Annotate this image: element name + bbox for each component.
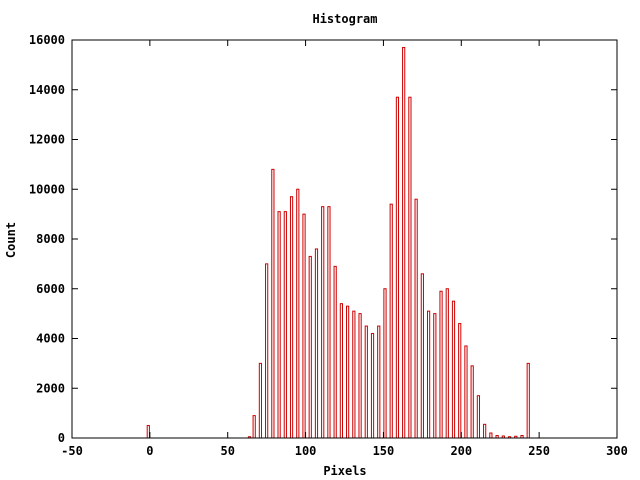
histogram-bar [358,313,362,439]
histogram-bar [451,300,456,439]
x-tick-label: 300 [606,444,628,458]
y-tick-label: 10000 [29,182,65,196]
y-tick-label: 12000 [29,133,65,147]
histogram-bar [333,265,337,439]
x-tick-label: -50 [61,444,83,458]
histogram-bar [458,323,462,439]
histogram-bar [420,273,424,439]
plot-frame [71,39,618,439]
histogram-bar [414,198,418,439]
y-axis-label: Count [4,222,18,258]
histogram-bar [483,423,487,439]
histogram-bar [271,168,275,439]
bars-group [146,46,530,439]
x-tick-label: 0 [146,444,153,458]
histogram-bar [389,203,393,439]
histogram-bar [146,425,150,439]
y-tick-label: 14000 [29,83,65,97]
histogram-bar [308,255,312,439]
x-axis-label: Pixels [323,464,366,478]
histogram-bar [314,248,319,439]
y-tick-label: 2000 [36,381,65,395]
axes-group: -50 0 50 100 150 200 250 3000200040006000800010… [29,33,628,458]
histogram-bar [377,325,381,439]
histogram-bar [526,362,530,439]
y-tick-label: 8000 [36,232,65,246]
histogram-bar [402,46,406,439]
histogram-bar [470,365,474,439]
histogram-bar [439,290,443,439]
y-tick-label: 0 [58,431,65,445]
histogram-bar [277,211,281,439]
histogram-bar [370,333,375,439]
histogram-bar [321,206,325,439]
histogram-bar [433,313,437,439]
histogram-bar [283,211,287,439]
histogram-bar [464,345,468,439]
histogram-bar [395,96,400,439]
x-tick-label: 150 [373,444,395,458]
histogram-bar [445,288,449,439]
histogram-bar [327,206,331,439]
histogram-bar [302,213,306,439]
histogram-bar [265,263,269,439]
y-tick-label: 16000 [29,33,65,47]
histogram-bar [346,305,350,439]
histogram-bar [476,395,481,439]
y-tick-label: 6000 [36,282,65,296]
histogram-bar [364,325,368,439]
histogram-bar [258,362,263,439]
histogram-bar [489,432,493,439]
histogram-bar [408,96,412,439]
chart-title: Histogram [312,12,377,26]
histogram-bar [352,310,356,439]
x-tick-label: 100 [295,444,317,458]
x-tick-label: 250 [528,444,550,458]
y-tick-label: 4000 [36,332,65,346]
x-tick-label: 200 [450,444,472,458]
histogram-bar [289,196,294,439]
x-tick-label: 50 [220,444,234,458]
histogram-bar [296,188,300,439]
histogram-bar [252,415,256,439]
histogram-bar [383,288,387,439]
histogram-bar [339,303,343,439]
histogram-bar [426,310,431,439]
